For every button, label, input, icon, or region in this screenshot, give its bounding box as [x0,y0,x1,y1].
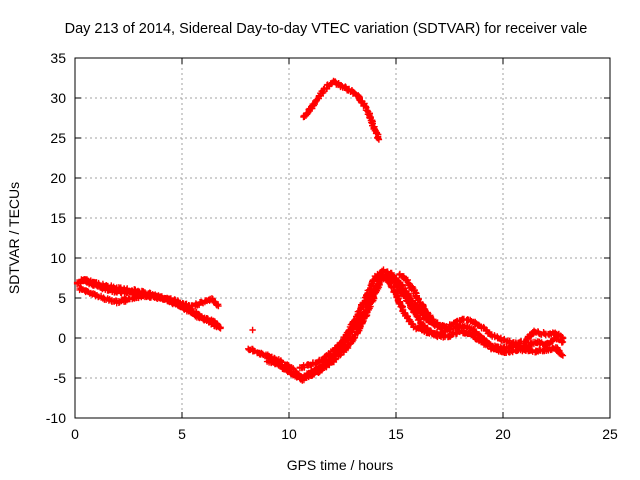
grid-layer [75,58,610,418]
y-tick-label: 15 [50,210,66,226]
y-tick-label: 10 [50,250,66,266]
series-markers [249,326,256,334]
y-axis-label: SDTVAR / TECUs [6,182,22,294]
x-axis-label: GPS time / hours [287,457,394,473]
series-track-h [300,77,383,143]
y-tick-label: -10 [46,410,66,426]
y-tick-label: 20 [50,170,66,186]
tick-layer: 0 5 10 15 20 25 -10 -5 0 5 10 15 20 25 30 35 [46,50,618,442]
series-markers [396,270,449,331]
series-markers [300,77,383,143]
y-tick-label: 30 [50,90,66,106]
y-tick-label: 35 [50,50,66,66]
plot-frame [74,57,611,419]
series-markers [263,272,567,383]
series-isolated-point [249,326,256,334]
y-tick-label: -5 [54,370,67,386]
y-tick-label: 5 [58,290,66,306]
series-markers [296,266,567,372]
y-tick-label: 0 [58,330,66,346]
x-tick-label: 5 [178,426,186,442]
series-track-f [296,266,567,372]
series-markers [78,276,224,332]
series-track-g [396,270,449,331]
series-track-c [78,276,224,332]
y-tick-label: 25 [50,130,66,146]
x-tick-label: 10 [281,426,297,442]
x-tick-label: 15 [388,426,404,442]
x-tick-label: 20 [495,426,511,442]
x-tick-label: 0 [71,426,79,442]
data-layer [73,77,567,384]
x-tick-label: 25 [602,426,618,442]
series-track-e [263,272,567,383]
chart-title: Day 213 of 2014, Sidereal Day-to-day VTE… [65,21,588,37]
